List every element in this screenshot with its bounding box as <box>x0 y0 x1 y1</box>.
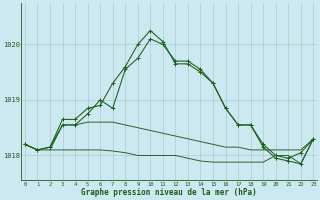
X-axis label: Graphe pression niveau de la mer (hPa): Graphe pression niveau de la mer (hPa) <box>81 188 257 197</box>
